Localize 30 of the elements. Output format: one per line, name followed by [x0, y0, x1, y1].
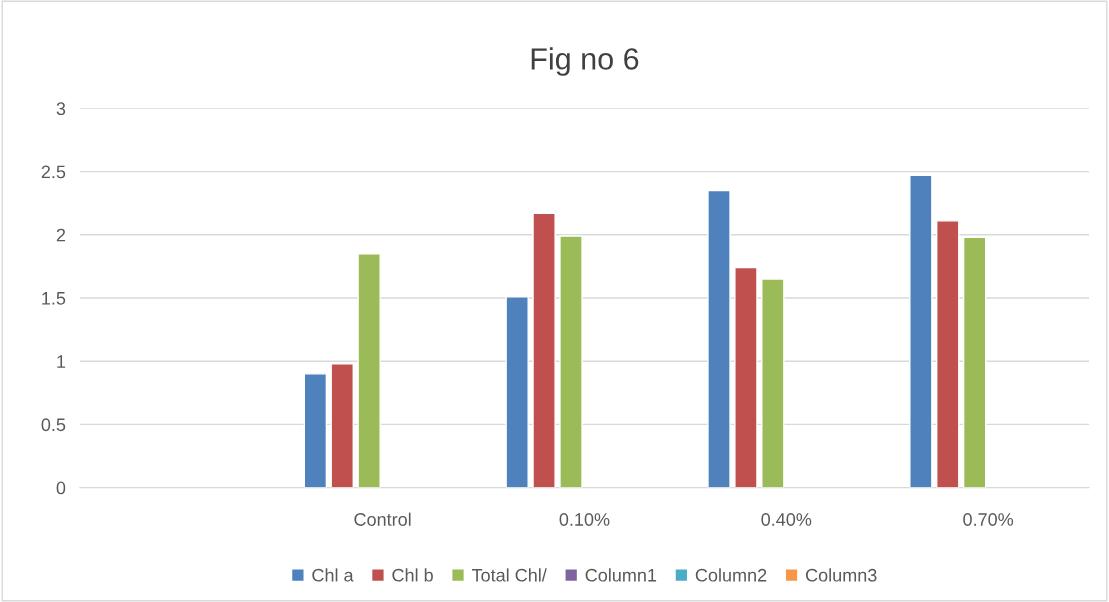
bar — [962, 236, 987, 488]
bar — [532, 212, 556, 488]
bar — [707, 189, 731, 488]
legend-label: Chl b — [392, 568, 433, 582]
legend-label: Chl a — [312, 568, 354, 582]
y-tick-label: 0.5 — [41, 418, 66, 432]
bar — [357, 253, 381, 488]
bar — [559, 235, 583, 488]
y-tick-label: 2.5 — [41, 165, 66, 179]
y-tick-label: 1.5 — [42, 292, 66, 305]
x-tick-label: 0.10% — [559, 513, 610, 526]
bar — [936, 220, 960, 488]
bar — [761, 278, 785, 488]
legend-label: Column2 — [695, 568, 767, 582]
x-tick-label: 0.40% — [761, 513, 812, 526]
legend-label: Total Chl/ — [471, 568, 547, 582]
bar — [505, 296, 529, 488]
chart-title: Fig no 6 — [531, 47, 639, 76]
legend-label: Column1 — [585, 568, 657, 582]
bar — [909, 174, 933, 488]
y-tick-label: 0 — [56, 481, 66, 495]
bar — [330, 363, 354, 488]
y-tick-label: 3 — [56, 102, 66, 116]
x-tick-label: Control — [354, 512, 411, 526]
legend-label: Column3 — [805, 568, 877, 582]
x-tick-label: 0.70% — [963, 513, 1014, 526]
bar — [734, 266, 758, 488]
bar — [303, 373, 328, 488]
y-tick-label: 1 — [57, 355, 66, 368]
y-tick-label: 2 — [56, 228, 66, 242]
